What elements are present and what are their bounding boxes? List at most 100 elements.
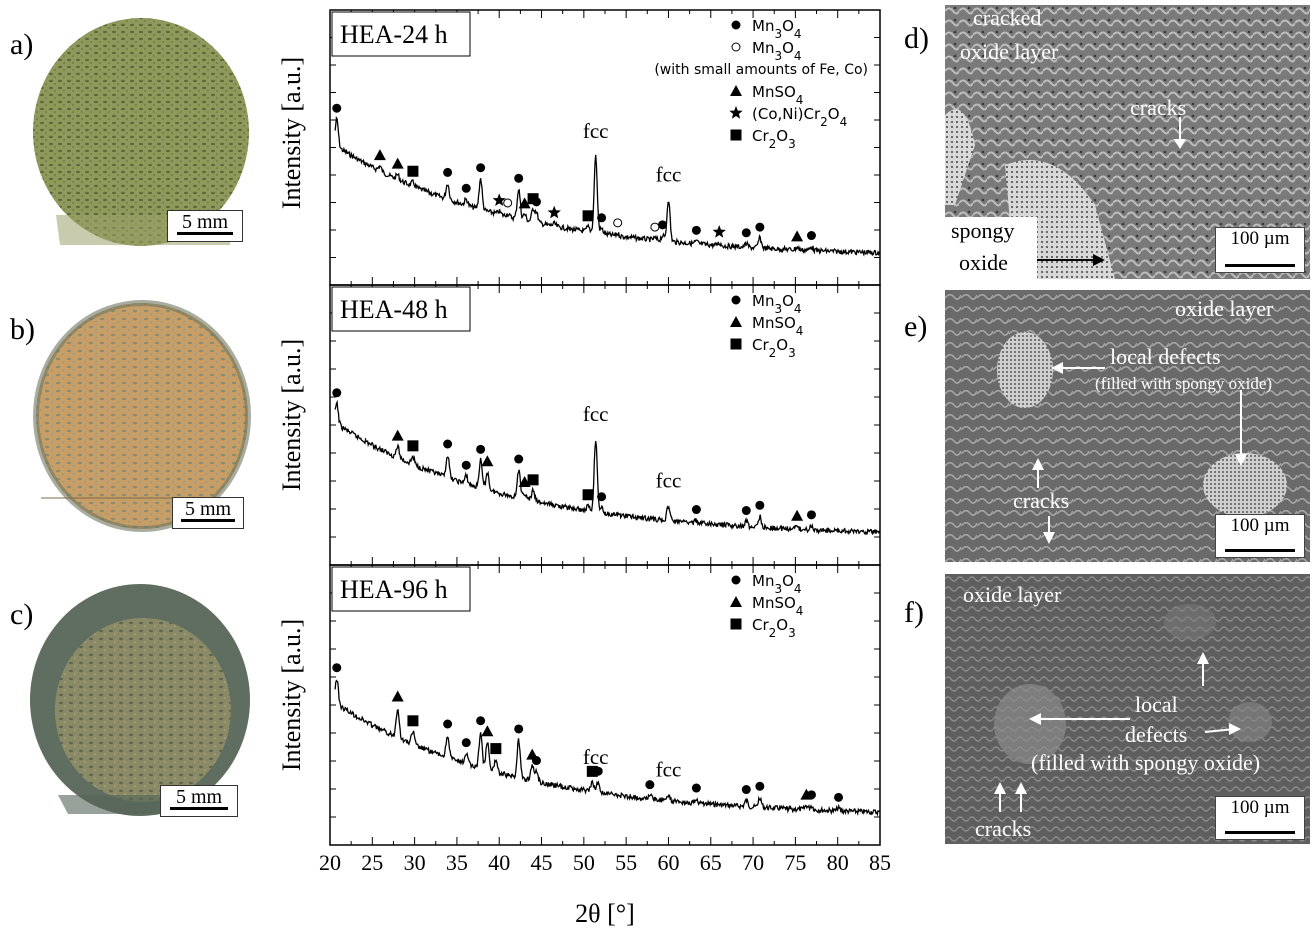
scale-bar-c: 5 mm: [160, 785, 238, 817]
peak-marker-circle: [597, 213, 607, 223]
sem-d-scale-bar: 100 µm: [1215, 227, 1305, 273]
scale-bar-b: 5 mm: [172, 497, 244, 529]
panel-label-e: e): [904, 310, 928, 343]
peak-marker-circle: [755, 222, 765, 232]
sem-f-scale-bar: 100 µm: [1215, 796, 1305, 840]
peak-marker-circle: [806, 231, 816, 241]
peak-marker-square: [407, 715, 419, 727]
peak-marker-circle: [461, 738, 471, 748]
peak-marker-open-circle: [650, 222, 660, 232]
peak-marker-circle: [741, 228, 751, 238]
x-tick-label: 65: [700, 850, 722, 875]
x-tick-label: 50: [573, 850, 595, 875]
peak-marker-circle: [755, 500, 765, 510]
legend-marker-square: [730, 129, 742, 141]
sem-e-text-cracks: cracks: [1013, 488, 1070, 513]
legend-marker-circle: [731, 20, 741, 30]
title-box-1: [331, 11, 471, 57]
sem-f-text-filled: (filled with spongy oxide): [1031, 750, 1261, 775]
peak-marker-circle: [332, 388, 342, 398]
legend-marker-star: [729, 106, 743, 119]
legend-marker-circle: [731, 295, 741, 305]
peak-marker-triangle: [518, 197, 531, 209]
sem-d-arrows: [1037, 117, 1186, 266]
chart-title-2: HEA-48 h: [340, 295, 448, 324]
legend-marker-square: [730, 618, 742, 630]
fcc-label: fcc: [583, 745, 609, 769]
peak-marker-circle: [691, 783, 701, 793]
fcc-label: fcc: [656, 468, 682, 492]
legend-text: Cr2O3: [752, 336, 796, 360]
legend-text: MnSO4: [752, 594, 803, 618]
peak-marker-triangle: [373, 149, 386, 161]
x-tick-label: 35: [446, 850, 468, 875]
sem-f-arrows: [994, 652, 1241, 812]
legend-text: Mn3O4: [752, 39, 802, 63]
legend-text: Mn3O4: [752, 572, 802, 596]
x-tick-label: 85: [869, 850, 891, 875]
sem-e-text-filled: (filled with spongy oxide): [1095, 374, 1273, 393]
peak-marker-circle: [514, 724, 524, 734]
peak-marker-square: [490, 743, 502, 755]
legend-text: MnSO4: [752, 83, 803, 107]
x-tick-label: 80: [827, 850, 849, 875]
x-tick-label: 20: [319, 850, 341, 875]
peak-marker-star: [712, 225, 726, 238]
peak-marker-circle: [691, 225, 701, 235]
x-tick-label: 45: [531, 850, 553, 875]
sem-e-text-oxide-layer: oxide layer: [1175, 296, 1274, 321]
peak-marker-triangle: [481, 455, 494, 467]
peak-marker-circle: [476, 444, 486, 454]
peak-marker-circle: [514, 173, 524, 183]
legend-text: MnSO4: [752, 314, 803, 338]
peak-marker-circle: [597, 492, 607, 502]
peak-marker-circle: [593, 766, 603, 776]
legend-text: (Co,Ni)Cr2O4: [752, 105, 847, 129]
fcc-label: fcc: [583, 119, 609, 143]
x-tick-label: 40: [488, 850, 510, 875]
panel-label-b: b): [10, 313, 35, 346]
legend-marker-triangle: [730, 85, 742, 96]
peak-marker-square: [527, 193, 539, 205]
sem-f-text-cracks: cracks: [975, 816, 1032, 841]
sem-e-arrows: [1032, 362, 1247, 544]
peak-marker-circle: [332, 663, 342, 673]
peak-marker-circle: [461, 183, 471, 193]
peak-marker-circle: [476, 716, 486, 726]
fcc-label: fcc: [656, 758, 682, 782]
sem-image-f: oxide layer local defects (filled with s…: [945, 574, 1310, 844]
peak-marker-square: [527, 474, 539, 486]
peak-marker-circle: [834, 792, 844, 802]
panel-label-c: c): [10, 598, 34, 631]
peak-marker-triangle: [391, 429, 404, 441]
fcc-label: fcc: [583, 402, 609, 426]
peak-marker-circle: [755, 781, 765, 791]
sem-f-text-local: local: [1135, 692, 1178, 717]
peak-marker-circle: [443, 719, 453, 729]
panel-label-d: d): [904, 22, 929, 55]
peak-marker-square: [407, 440, 419, 452]
peak-marker-circle: [691, 505, 701, 515]
x-tick-label: 75: [784, 850, 806, 875]
peak-marker-circle: [806, 510, 816, 520]
chart-title-1: HEA-24 h: [340, 20, 448, 49]
x-tick-label: 25: [361, 850, 383, 875]
sem-f-text-oxide-layer: oxide layer: [963, 582, 1062, 607]
peak-marker-triangle: [391, 690, 404, 702]
x-axis-label: 2θ [°]: [575, 899, 635, 928]
xrd-series-2: [334, 399, 881, 536]
peak-marker-square: [582, 489, 594, 501]
peak-marker-triangle: [791, 509, 804, 521]
legend-text: Mn3O4: [752, 292, 802, 316]
peak-marker-triangle: [791, 230, 804, 242]
peak-marker-triangle: [391, 157, 404, 169]
peak-marker-star: [492, 193, 506, 206]
sem-f-text-defects: defects: [1125, 722, 1188, 747]
x-tick-label: 55: [615, 850, 637, 875]
peak-marker-circle: [658, 220, 668, 230]
xrd-series-3: [334, 679, 881, 817]
peak-marker-circle: [531, 756, 541, 766]
legend-text: Mn3O4: [752, 17, 802, 41]
peak-marker-open-circle: [613, 218, 623, 228]
